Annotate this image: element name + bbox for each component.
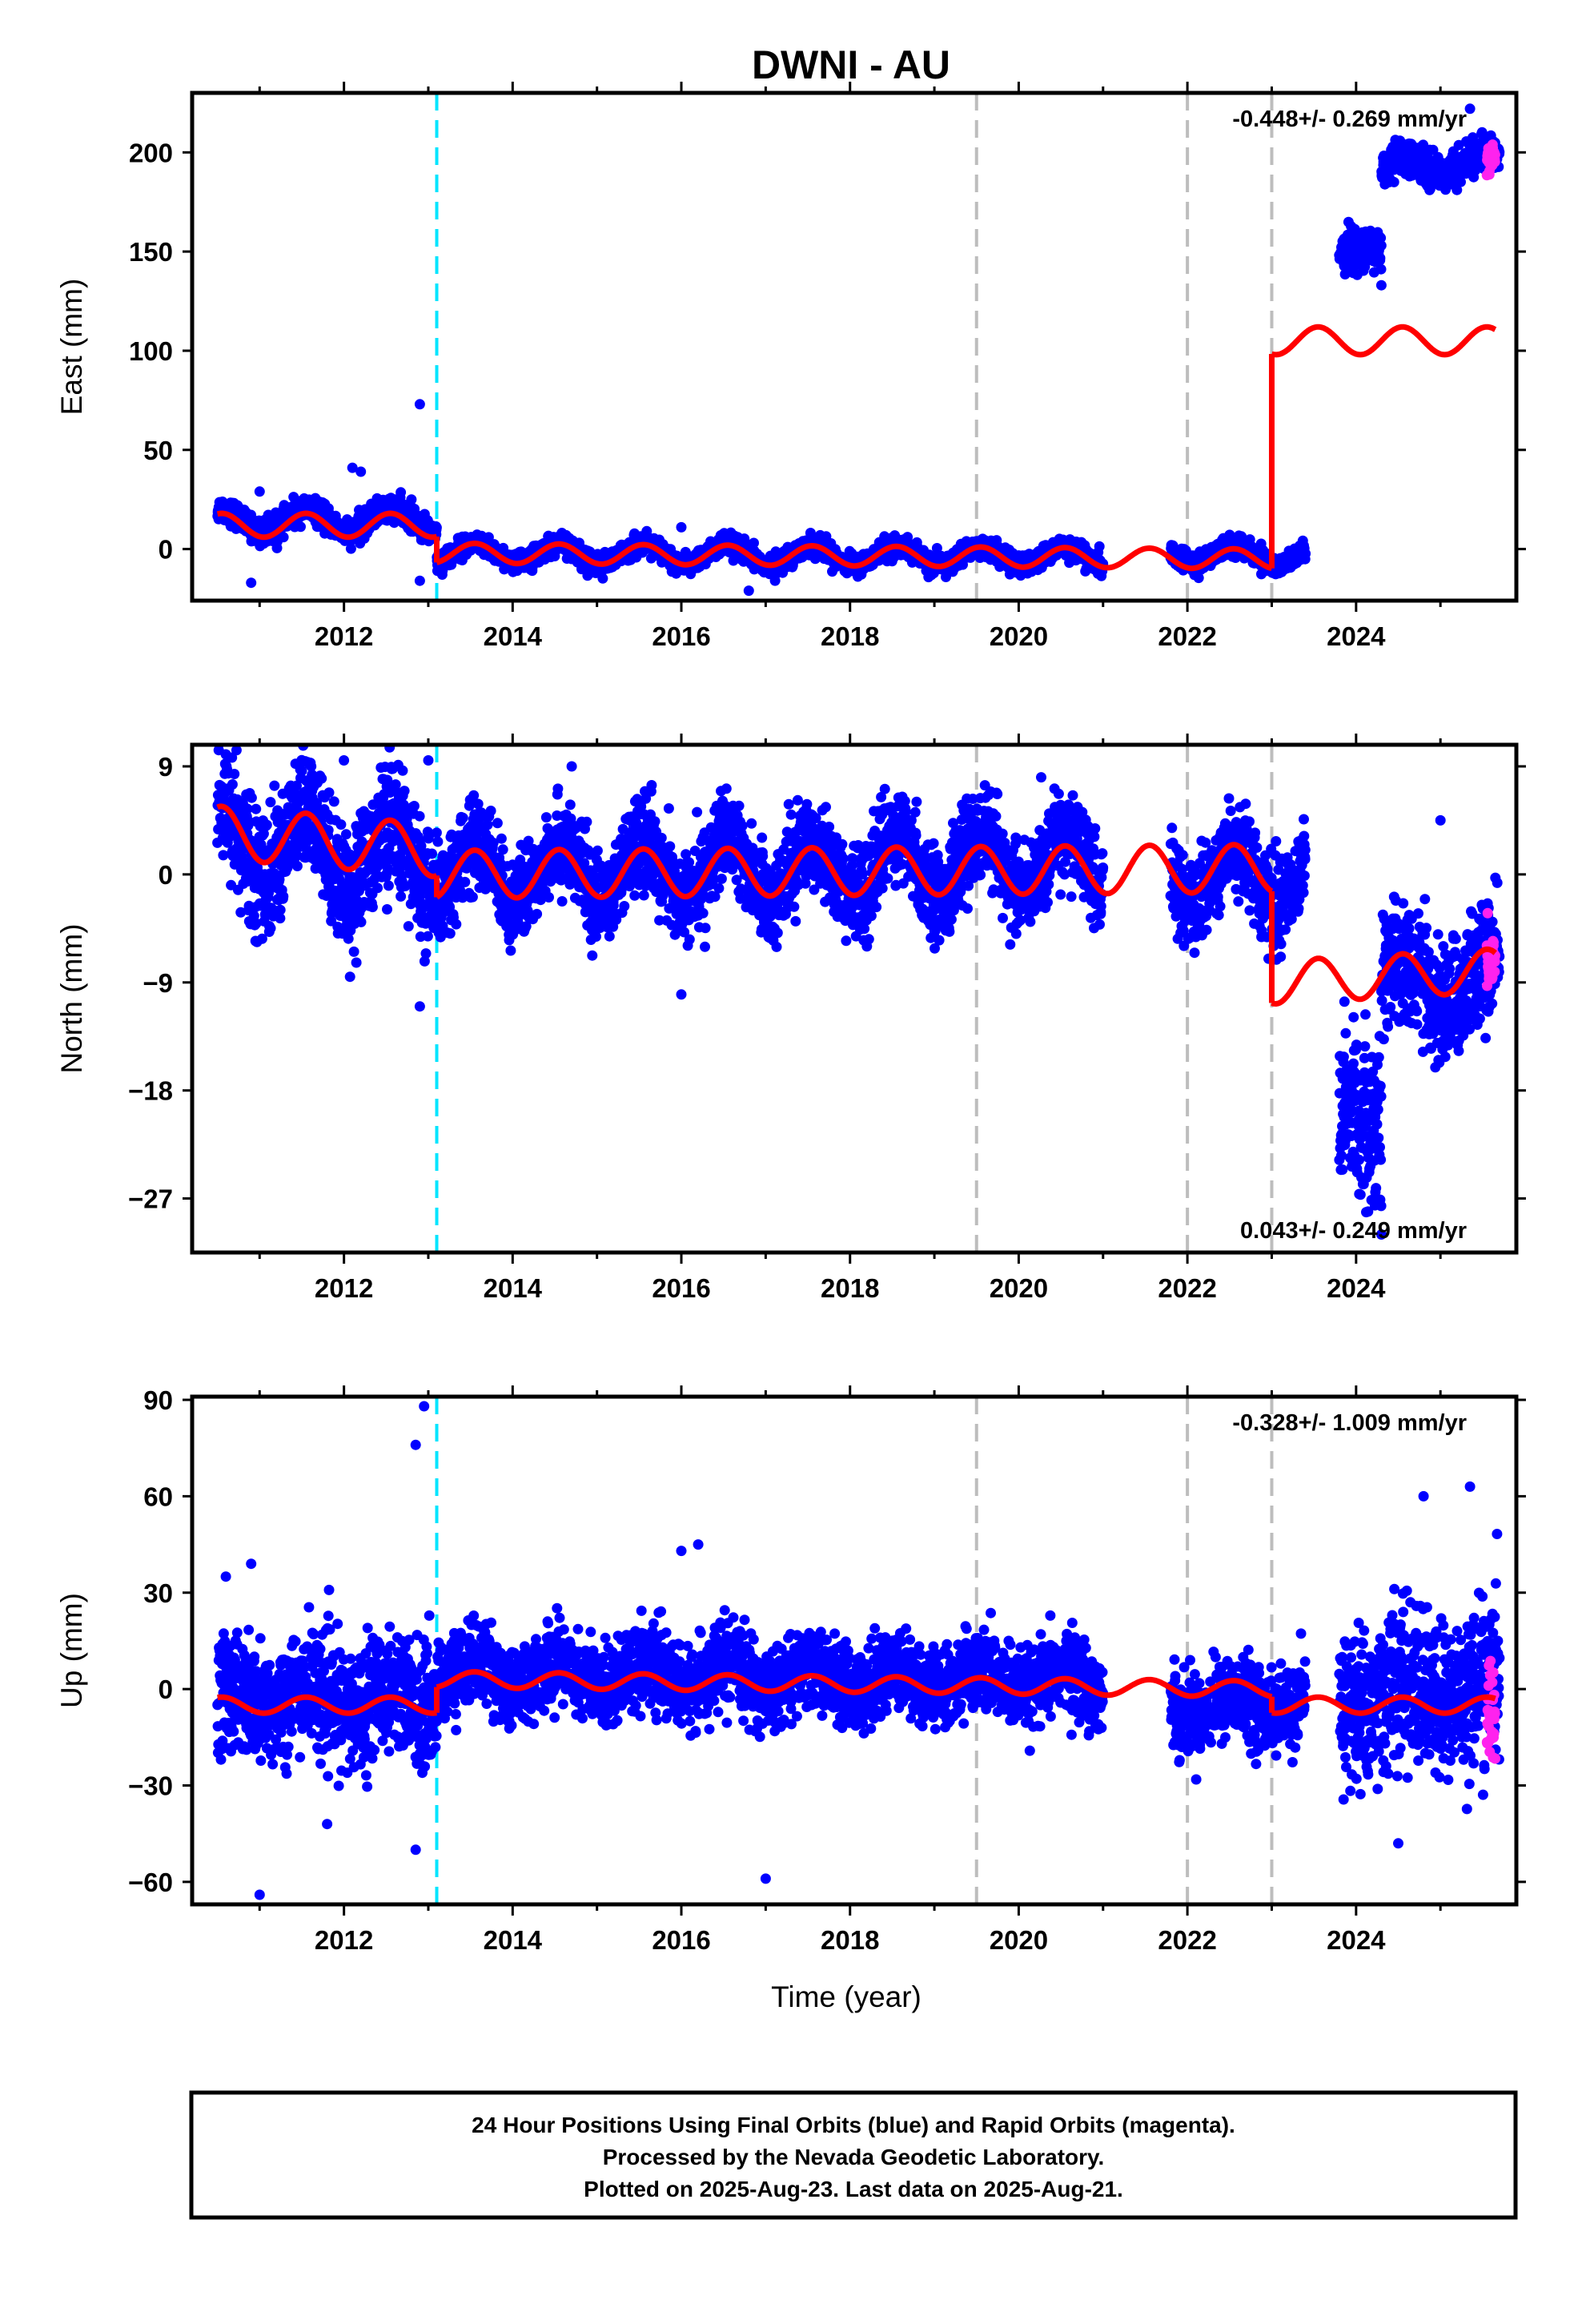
- data-point: [1489, 149, 1500, 160]
- plot-content: [212, 93, 1505, 601]
- data-point: [274, 874, 285, 885]
- data-point: [265, 797, 276, 808]
- data-point: [931, 543, 942, 553]
- outlier-point: [406, 494, 417, 505]
- outlier-point: [1464, 103, 1476, 115]
- data-point: [597, 573, 608, 584]
- x-tick-label: 2022: [1158, 621, 1216, 651]
- data-point: [1375, 240, 1387, 251]
- plot-frame: [190, 90, 1519, 603]
- outlier-point: [414, 575, 425, 586]
- data-point: [265, 923, 276, 934]
- x-tick-label: 2012: [315, 621, 373, 651]
- y-tick-label: 0: [159, 535, 173, 565]
- data-point: [1193, 573, 1204, 584]
- data-point: [263, 887, 274, 899]
- data-point: [231, 745, 242, 756]
- model-fit-line: [215, 510, 439, 541]
- outlier-point: [254, 486, 265, 497]
- data-point: [1300, 548, 1311, 559]
- data-point: [261, 819, 272, 830]
- data-point: [227, 779, 238, 790]
- y-axis: 0 50 100 150 200: [129, 138, 1526, 565]
- data-point: [645, 553, 656, 564]
- data-point: [1452, 184, 1463, 195]
- velocity-annotation: -0.448+/- 0.269 mm/yr: [1232, 107, 1467, 132]
- x-tick-label: 2016: [652, 621, 710, 651]
- data-point: [246, 792, 257, 803]
- outlier-point: [743, 585, 754, 597]
- data-point: [1094, 541, 1105, 552]
- final-orbit-points: [212, 745, 1505, 1240]
- chart-title: DWNI - AU: [752, 42, 950, 87]
- east-panel: 2012 2014 2016 2018 2020 2022 2024 0 50 100 150 200…: [55, 82, 1526, 651]
- x-axis: 2012 2014 2016 2018 2020 2022 2024: [258, 82, 1442, 651]
- outlier-point: [414, 399, 425, 410]
- x-tick-label: 2024: [1327, 621, 1386, 651]
- x-tick-label: 2020: [990, 621, 1048, 651]
- outlier-point: [355, 466, 367, 477]
- data-point: [278, 532, 289, 543]
- data-point: [275, 913, 286, 924]
- data-point: [251, 803, 262, 814]
- model-fit-series: [215, 324, 1497, 572]
- outlier-point: [1388, 176, 1399, 187]
- data-point: [345, 543, 356, 554]
- y-axis-label: East (mm): [55, 279, 88, 416]
- data-point: [258, 828, 269, 839]
- x-tick-label: 2018: [821, 621, 879, 651]
- data-point: [431, 522, 442, 533]
- outlier-point: [347, 462, 358, 473]
- data-point: [295, 521, 306, 533]
- data-point: [396, 487, 407, 498]
- outlier-point: [676, 521, 687, 533]
- x-tick-label: 2014: [484, 621, 543, 651]
- data-point: [251, 918, 262, 929]
- data-point: [1375, 232, 1387, 243]
- data-point: [749, 537, 759, 549]
- data-point: [256, 933, 267, 944]
- plot-content: [212, 745, 1505, 1252]
- rapid-orbit-points: [1481, 139, 1500, 181]
- data-point: [1456, 176, 1466, 187]
- data-point: [275, 904, 286, 915]
- data-point: [269, 780, 280, 791]
- data-point: [1375, 252, 1386, 263]
- data-point: [243, 816, 255, 827]
- model-fit-line: [1270, 324, 1497, 358]
- north-panel: 2012 2014 2016 2018 2020 2022 202490−9−18−27No…: [55, 734, 1526, 1303]
- outlier-point: [246, 577, 257, 589]
- model-fit-line: [435, 541, 1274, 572]
- data-point: [242, 803, 253, 814]
- y-tick-label: 200: [129, 138, 173, 167]
- data-point: [229, 769, 240, 779]
- data-point: [255, 839, 267, 850]
- y-tick-label: 150: [129, 237, 173, 267]
- outlier-point: [1375, 279, 1387, 291]
- y-tick-label: 100: [129, 336, 173, 366]
- y-tick-label: 50: [143, 436, 173, 465]
- data-point: [218, 850, 229, 861]
- data-point: [1375, 263, 1387, 275]
